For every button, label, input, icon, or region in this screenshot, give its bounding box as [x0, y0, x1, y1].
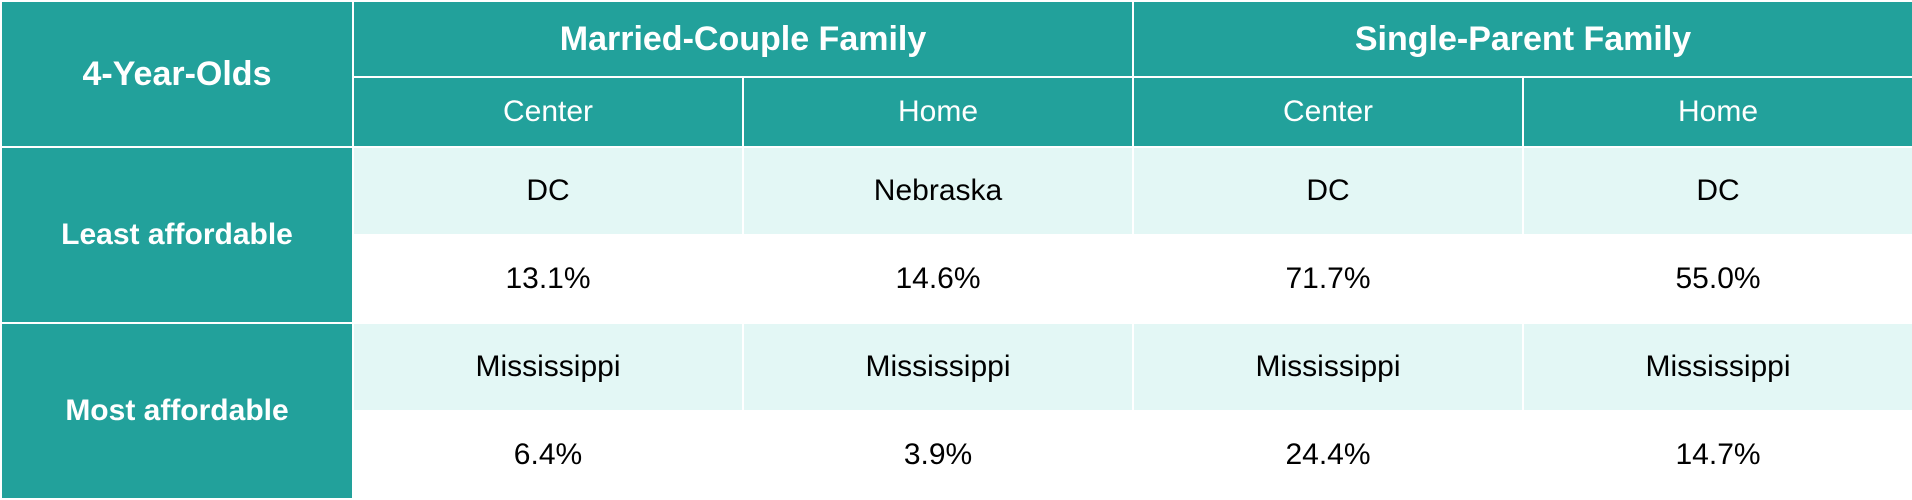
- subcol-center-2: Center: [1133, 77, 1523, 147]
- header-row-1: 4-Year-Olds Married-Couple Family Single…: [1, 1, 1912, 77]
- state-cell: Mississippi: [353, 323, 743, 411]
- state-cell: DC: [1523, 147, 1912, 235]
- state-cell: Mississippi: [743, 323, 1133, 411]
- pct-cell: 13.1%: [353, 235, 743, 323]
- table-row: Most affordable Mississippi Mississippi …: [1, 323, 1912, 411]
- state-cell: Mississippi: [1133, 323, 1523, 411]
- pct-cell: 6.4%: [353, 411, 743, 499]
- pct-cell: 14.7%: [1523, 411, 1912, 499]
- pct-cell: 3.9%: [743, 411, 1133, 499]
- group-header-married: Married-Couple Family: [353, 1, 1133, 77]
- table-row: Least affordable DC Nebraska DC DC: [1, 147, 1912, 235]
- state-cell: Nebraska: [743, 147, 1133, 235]
- affordability-table: 4-Year-Olds Married-Couple Family Single…: [0, 0, 1912, 500]
- subcol-home-2: Home: [1523, 77, 1912, 147]
- corner-header: 4-Year-Olds: [1, 1, 353, 147]
- row-label-most: Most affordable: [1, 323, 353, 499]
- state-cell: Mississippi: [1523, 323, 1912, 411]
- pct-cell: 24.4%: [1133, 411, 1523, 499]
- row-label-least: Least affordable: [1, 147, 353, 323]
- group-header-single: Single-Parent Family: [1133, 1, 1912, 77]
- subcol-home-1: Home: [743, 77, 1133, 147]
- state-cell: DC: [353, 147, 743, 235]
- pct-cell: 14.6%: [743, 235, 1133, 323]
- pct-cell: 55.0%: [1523, 235, 1912, 323]
- state-cell: DC: [1133, 147, 1523, 235]
- subcol-center-1: Center: [353, 77, 743, 147]
- pct-cell: 71.7%: [1133, 235, 1523, 323]
